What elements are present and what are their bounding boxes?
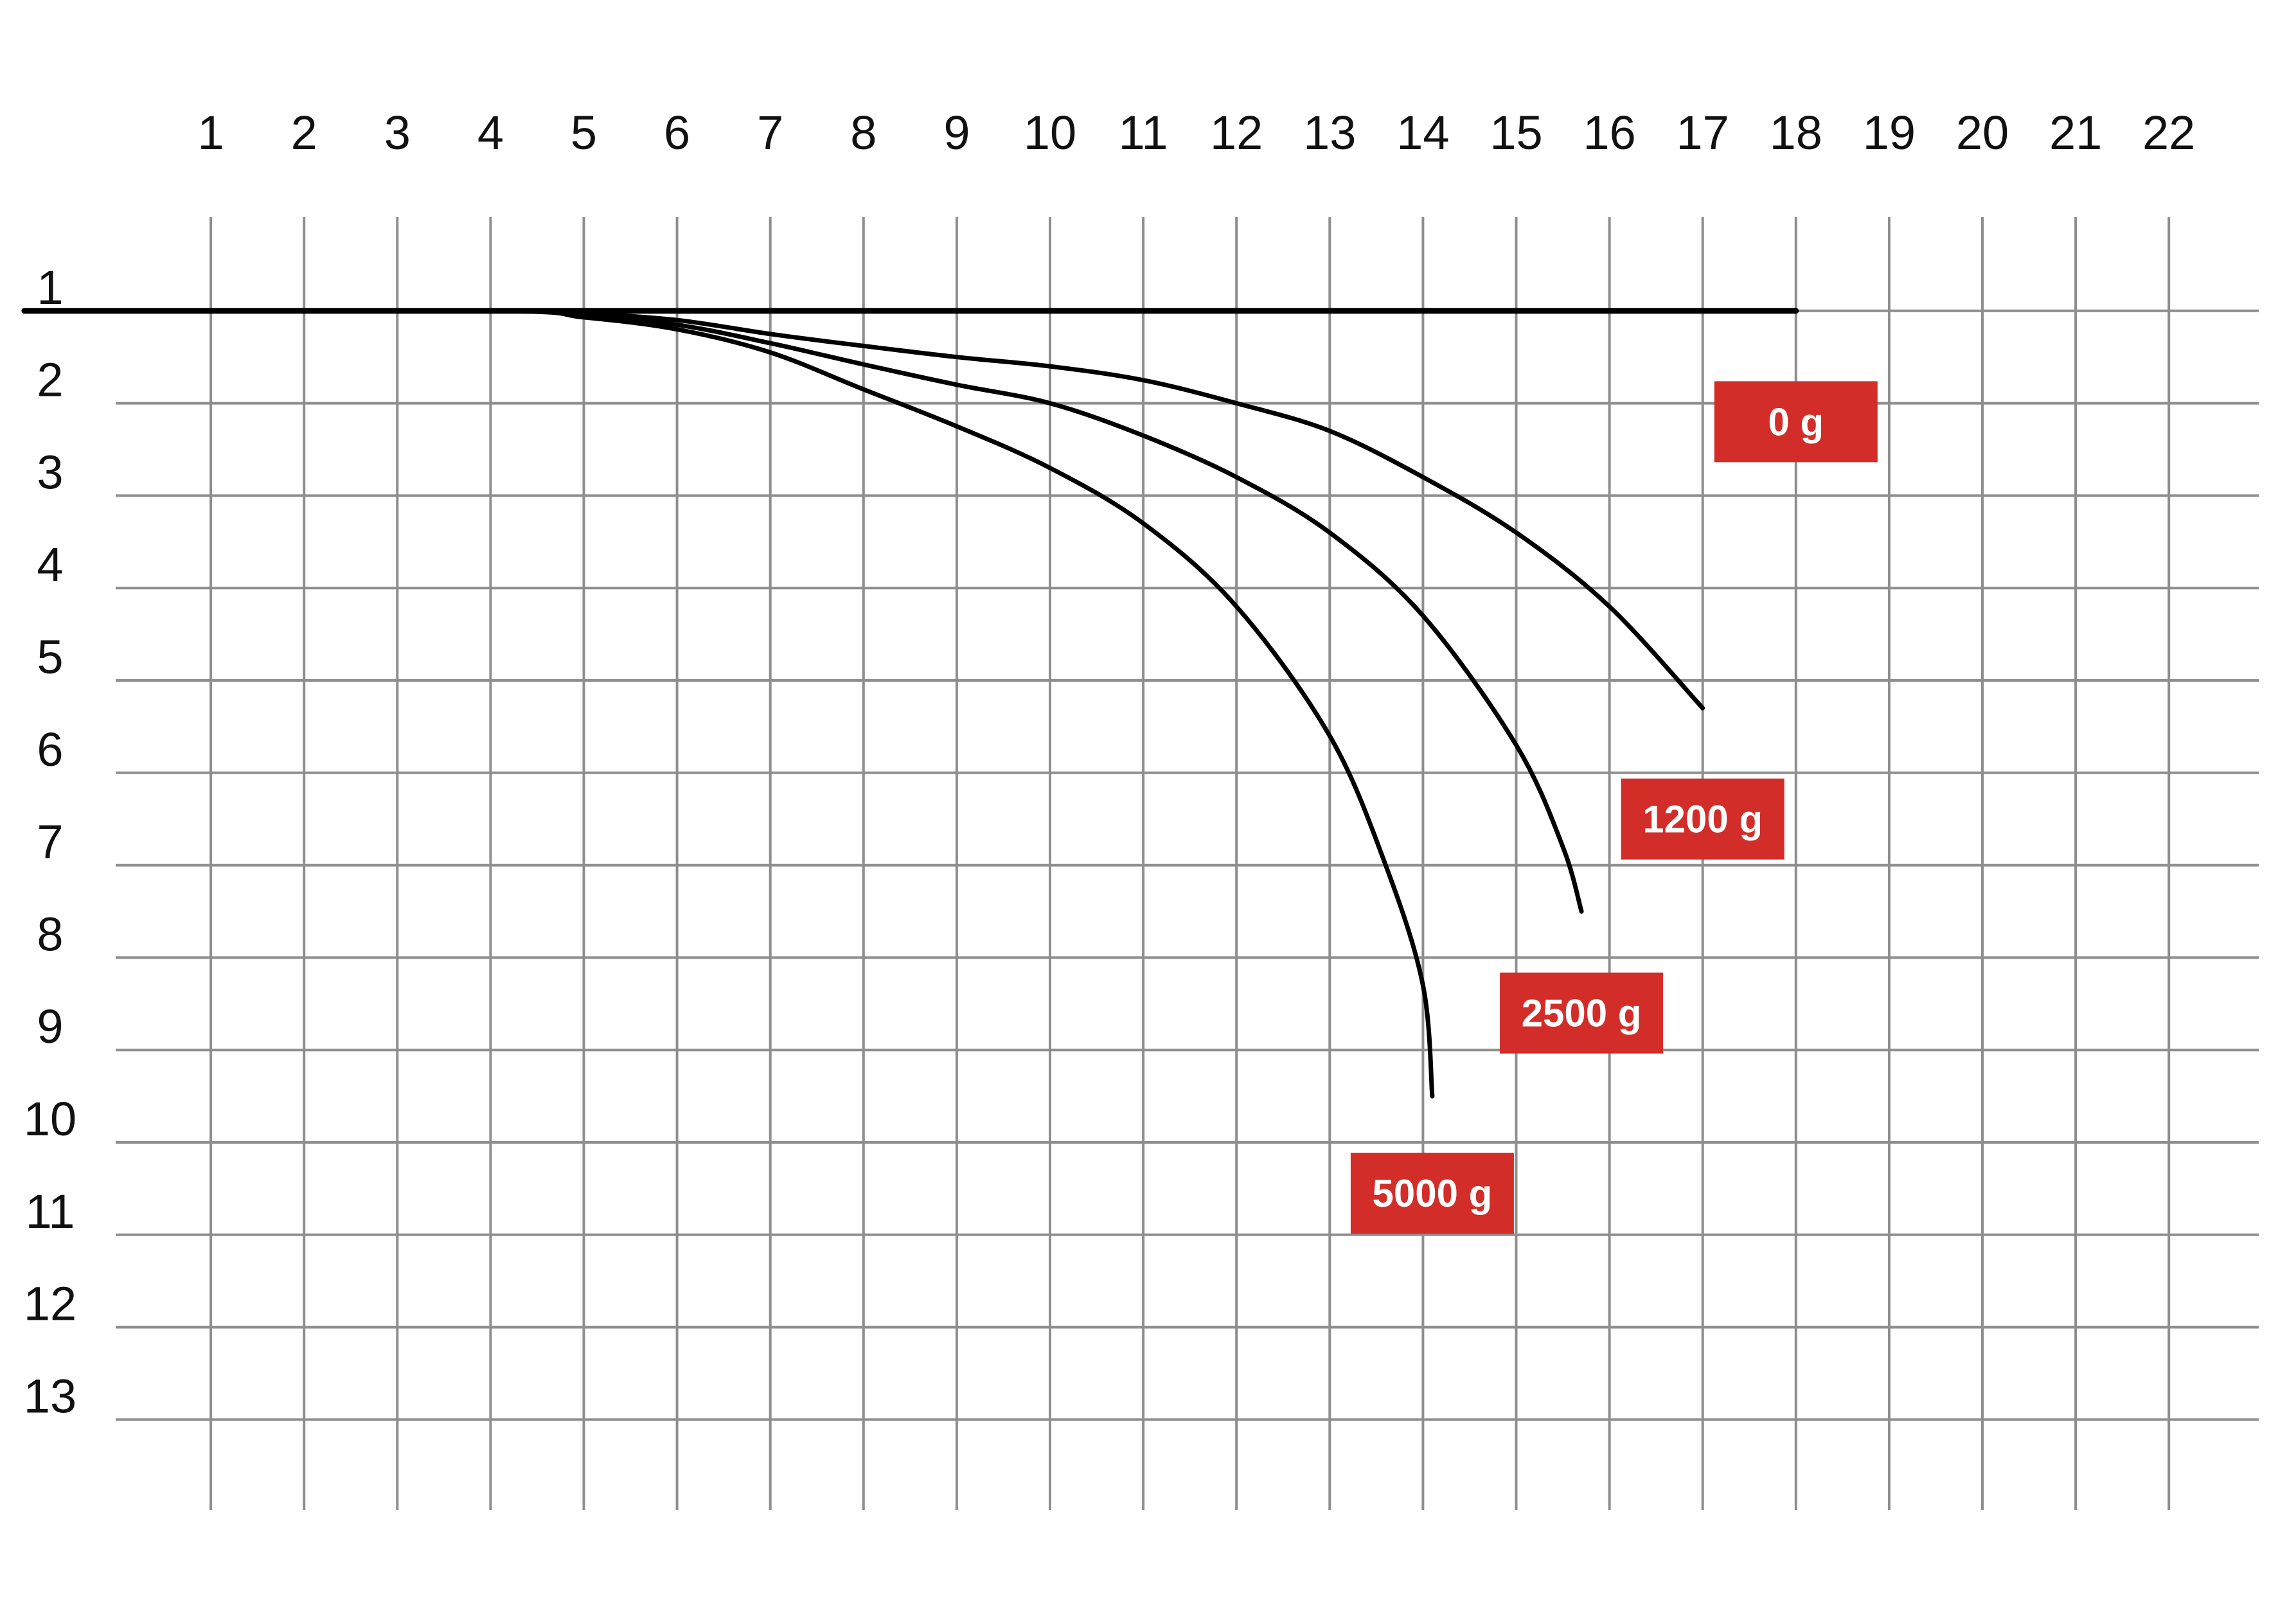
series-label-badge bbox=[1500, 972, 1664, 1054]
y-tick-label: 3 bbox=[37, 445, 63, 499]
x-tick-label: 14 bbox=[1396, 106, 1449, 159]
series-labels: 0 g 1200 g 2500 g 5000 g bbox=[1350, 381, 1878, 1234]
series-label-text: 0 g bbox=[1768, 400, 1824, 443]
y-tick-label: 7 bbox=[37, 815, 63, 869]
y-tick-label: 12 bbox=[24, 1277, 76, 1331]
x-tick-label: 17 bbox=[1677, 106, 1729, 159]
x-tick-label: 4 bbox=[477, 106, 504, 159]
x-tick-label: 11 bbox=[1119, 106, 1168, 159]
grid-lines bbox=[116, 217, 2259, 1510]
series-label-badge bbox=[1621, 778, 1784, 860]
y-tick-label: 11 bbox=[26, 1185, 75, 1238]
x-tick-label: 22 bbox=[2142, 106, 2195, 159]
series-lines bbox=[21, 308, 1799, 1099]
y-tick-label: 5 bbox=[37, 630, 63, 684]
x-tick-label: 5 bbox=[571, 106, 597, 159]
x-tick-label: 13 bbox=[1303, 106, 1356, 159]
x-tick-label: 19 bbox=[1863, 106, 1916, 159]
y-tick-label: 4 bbox=[37, 538, 63, 591]
x-tick-label: 12 bbox=[1210, 106, 1263, 159]
series-label-5000g: 5000 g bbox=[1350, 1153, 1514, 1234]
x-tick-label: 1 bbox=[198, 106, 224, 159]
x-tick-label: 9 bbox=[943, 106, 970, 159]
x-axis-tick-labels: 1 2 3 4 5 6 7 8 9 10 11 12 13 14 15 16 17 18 19 20 21 22 bbox=[198, 106, 2196, 159]
x-tick-label: 20 bbox=[1956, 106, 2009, 159]
x-tick-label: 16 bbox=[1583, 106, 1635, 159]
x-tick-label: 21 bbox=[2049, 106, 2102, 159]
series-label-badge bbox=[1350, 1153, 1514, 1234]
y-tick-label: 9 bbox=[37, 1000, 63, 1053]
series-label-text: 1200 g bbox=[1642, 798, 1763, 841]
x-tick-label: 7 bbox=[757, 106, 783, 159]
series-line-2500g bbox=[22, 308, 1584, 914]
x-tick-label: 2 bbox=[291, 106, 317, 159]
series-label-2500g: 2500 g bbox=[1500, 972, 1664, 1054]
x-tick-label: 3 bbox=[384, 106, 411, 159]
series-label-1200g: 1200 g bbox=[1621, 778, 1784, 860]
series-line-5000g bbox=[22, 308, 1435, 1099]
y-tick-label: 1 bbox=[37, 261, 63, 314]
x-tick-label: 8 bbox=[850, 106, 877, 159]
y-tick-label: 10 bbox=[24, 1092, 76, 1146]
series-label-0g: 0 g bbox=[1714, 381, 1878, 463]
series-label-text: 5000 g bbox=[1373, 1172, 1493, 1215]
x-tick-label: 10 bbox=[1024, 106, 1076, 159]
y-tick-label: 6 bbox=[37, 723, 63, 776]
y-tick-label: 13 bbox=[24, 1369, 76, 1423]
y-tick-label: 2 bbox=[37, 353, 63, 407]
x-tick-label: 18 bbox=[1770, 106, 1822, 159]
y-tick-label: 8 bbox=[37, 907, 63, 961]
x-tick-label: 15 bbox=[1490, 106, 1542, 159]
x-tick-label: 6 bbox=[664, 106, 690, 159]
series-label-text: 2500 g bbox=[1522, 992, 1642, 1035]
series-label-badge bbox=[1714, 381, 1878, 463]
